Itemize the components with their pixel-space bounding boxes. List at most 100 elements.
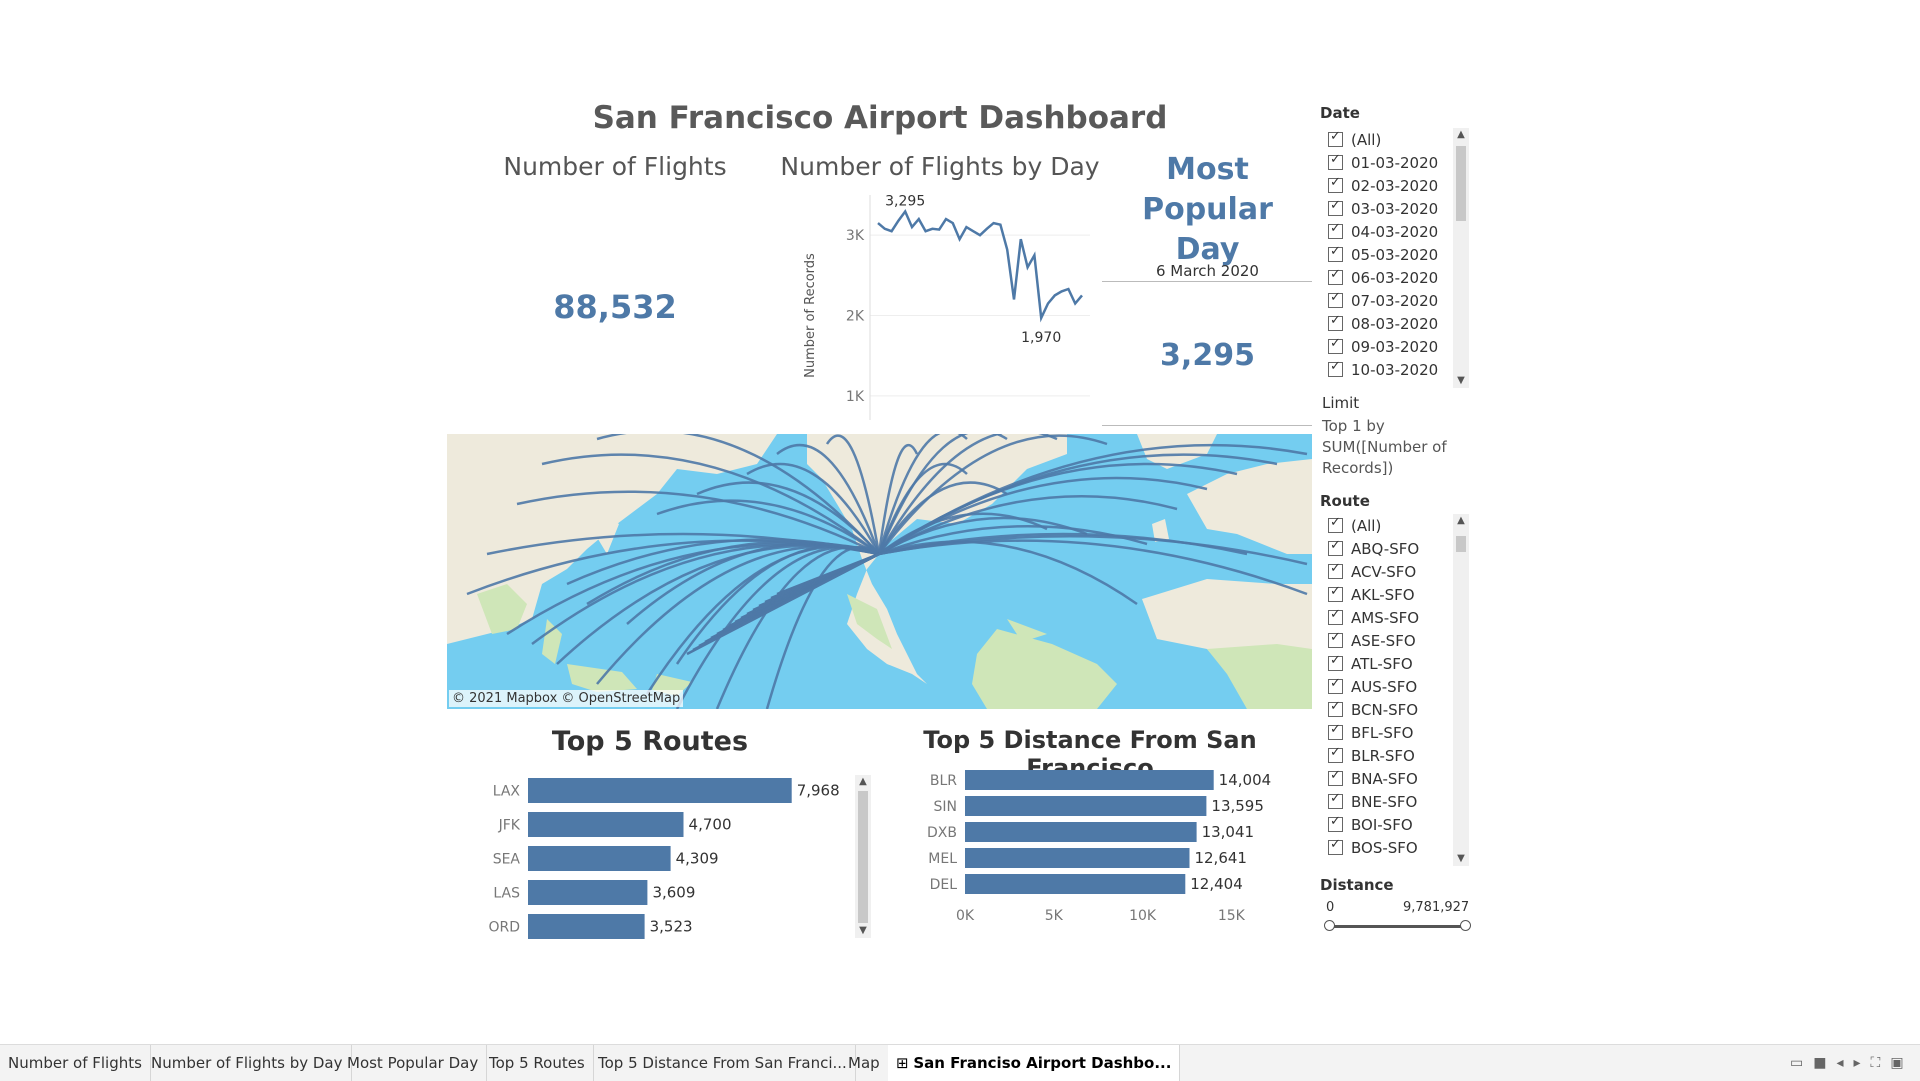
- route-arc: [541, 453, 880, 555]
- checkbox[interactable]: [1328, 722, 1343, 740]
- checkbox[interactable]: [1328, 538, 1343, 556]
- bar: [965, 874, 1186, 894]
- date-filter-item[interactable]: 10-03-2020: [1328, 358, 1448, 381]
- limit-line1: Top 1 by: [1322, 417, 1385, 435]
- checkbox[interactable]: [1328, 837, 1343, 855]
- value-label: 12,404: [1190, 875, 1243, 893]
- tab-dashboard[interactable]: ⊞ San Franciso Airport Dashbo...: [888, 1045, 1181, 1081]
- route-filter-item[interactable]: ACV-SFO: [1328, 560, 1448, 583]
- date-filter-item-label: 06-03-2020: [1351, 268, 1439, 287]
- fullscreen-icon[interactable]: ⛶: [1870, 1055, 1891, 1071]
- checkbox[interactable]: [1328, 336, 1343, 354]
- top5-distance-chart: BLR 14,004 SIN 13,595 DXB 13,041 MEL 12,641 DEL 1…: [927, 770, 1271, 924]
- route-filter-item-label: BOS-SFO: [1351, 838, 1418, 857]
- scroll-down-icon[interactable]: ▼: [859, 925, 867, 936]
- checkbox[interactable]: [1328, 221, 1343, 239]
- checkbox[interactable]: [1328, 791, 1343, 809]
- data-label: 3,295: [885, 193, 925, 209]
- checkbox[interactable]: [1328, 699, 1343, 717]
- next-sheet-icon[interactable]: ▸: [1853, 1055, 1871, 1071]
- route-filter-item[interactable]: (All): [1328, 514, 1448, 537]
- tab-top5-routes[interactable]: Top 5 Routes: [481, 1045, 594, 1081]
- route-filter-item[interactable]: AKL-SFO: [1328, 583, 1448, 606]
- route-filter-item[interactable]: BNA-SFO: [1328, 767, 1448, 790]
- date-scrollbar[interactable]: ▲ ▼: [1453, 128, 1469, 388]
- filmstrip-icon[interactable]: ■: [1813, 1055, 1837, 1071]
- checkbox[interactable]: [1328, 290, 1343, 308]
- date-filter-item-label: 01-03-2020: [1351, 153, 1439, 172]
- date-filter-item[interactable]: 04-03-2020: [1328, 220, 1448, 243]
- checkbox[interactable]: [1328, 198, 1343, 216]
- route-filter-item-label: BOI-SFO: [1351, 815, 1413, 834]
- sheet-sorter-icon[interactable]: ▭: [1790, 1055, 1814, 1071]
- checkbox[interactable]: [1328, 745, 1343, 763]
- distance-slider-track[interactable]: [1330, 925, 1464, 928]
- checkbox[interactable]: [1328, 175, 1343, 193]
- distance-slider-max-handle[interactable]: [1460, 920, 1471, 931]
- scroll-thumb[interactable]: [858, 791, 868, 923]
- date-filter-item[interactable]: (All): [1328, 128, 1448, 151]
- date-filter-item[interactable]: 08-03-2020: [1328, 312, 1448, 335]
- checkbox[interactable]: [1328, 313, 1343, 331]
- route-filter-item[interactable]: BOI-SFO: [1328, 813, 1448, 836]
- tab-map[interactable]: Map: [840, 1045, 889, 1081]
- route-filter-item[interactable]: BLR-SFO: [1328, 744, 1448, 767]
- distance-slider-min-handle[interactable]: [1324, 920, 1335, 931]
- date-filter-item[interactable]: 02-03-2020: [1328, 174, 1448, 197]
- route-filter-item[interactable]: ABQ-SFO: [1328, 537, 1448, 560]
- date-filter-item[interactable]: 05-03-2020: [1328, 243, 1448, 266]
- checkbox[interactable]: [1328, 630, 1343, 648]
- tab-most-popular-day[interactable]: Most Popular Day: [339, 1045, 488, 1081]
- checkbox[interactable]: [1328, 267, 1343, 285]
- scroll-up-icon[interactable]: ▲: [859, 776, 867, 787]
- present-icon[interactable]: ▣: [1890, 1055, 1914, 1071]
- route-filter-item[interactable]: BOS-SFO: [1328, 836, 1448, 859]
- popular-value: 3,295: [1160, 338, 1255, 373]
- limit-line3: Records]): [1322, 459, 1394, 477]
- date-filter-item-label: (All): [1351, 130, 1382, 149]
- prev-sheet-icon[interactable]: ◂: [1836, 1055, 1854, 1071]
- category-label: DXB: [927, 825, 957, 841]
- route-filter-item[interactable]: ASE-SFO: [1328, 629, 1448, 652]
- route-filter-item[interactable]: ATL-SFO: [1328, 652, 1448, 675]
- date-filter-item[interactable]: 06-03-2020: [1328, 266, 1448, 289]
- date-filter-item[interactable]: 03-03-2020: [1328, 197, 1448, 220]
- tab-top5-distance[interactable]: Top 5 Distance From San Franci...: [590, 1045, 856, 1081]
- checkbox[interactable]: [1328, 561, 1343, 579]
- checkbox[interactable]: [1328, 152, 1343, 170]
- dashboard-title: San Francisco Airport Dashboard: [592, 100, 1168, 136]
- by-day-title: Number of Flights by Day: [780, 152, 1100, 181]
- date-filter-item[interactable]: 09-03-2020: [1328, 335, 1448, 358]
- scroll-thumb[interactable]: [1456, 536, 1466, 552]
- checkbox[interactable]: [1328, 129, 1343, 147]
- route-filter-item[interactable]: AUS-SFO: [1328, 675, 1448, 698]
- route-filter-item[interactable]: BFL-SFO: [1328, 721, 1448, 744]
- date-filter-item[interactable]: 07-03-2020: [1328, 289, 1448, 312]
- route-filter-item[interactable]: BCN-SFO: [1328, 698, 1448, 721]
- date-filter-item[interactable]: 01-03-2020: [1328, 151, 1448, 174]
- checkbox[interactable]: [1328, 653, 1343, 671]
- tab-number-of-flights[interactable]: Number of Flights: [0, 1045, 151, 1081]
- route-arc: [746, 462, 881, 555]
- checkbox[interactable]: [1328, 768, 1343, 786]
- tab-number-of-flights-by-day[interactable]: Number of Flights by Day: [143, 1045, 352, 1081]
- category-label: BLR: [930, 773, 957, 789]
- scroll-up-icon[interactable]: ▲: [1457, 515, 1465, 526]
- scroll-down-icon[interactable]: ▼: [1457, 375, 1465, 386]
- route-filter-item[interactable]: AMS-SFO: [1328, 606, 1448, 629]
- checkbox[interactable]: [1328, 359, 1343, 377]
- scroll-up-icon[interactable]: ▲: [1457, 129, 1465, 140]
- route-scrollbar[interactable]: ▲ ▼: [1453, 514, 1469, 866]
- checkbox[interactable]: [1328, 244, 1343, 262]
- checkbox[interactable]: [1328, 607, 1343, 625]
- checkbox[interactable]: [1328, 515, 1343, 533]
- checkbox[interactable]: [1328, 676, 1343, 694]
- route-map[interactable]: [447, 434, 1312, 709]
- routes-scrollbar[interactable]: ▲ ▼: [855, 775, 871, 938]
- scroll-thumb[interactable]: [1456, 146, 1466, 221]
- checkbox[interactable]: [1328, 584, 1343, 602]
- route-arc: [696, 481, 880, 555]
- route-filter-item[interactable]: BNE-SFO: [1328, 790, 1448, 813]
- scroll-down-icon[interactable]: ▼: [1457, 853, 1465, 864]
- checkbox[interactable]: [1328, 814, 1343, 832]
